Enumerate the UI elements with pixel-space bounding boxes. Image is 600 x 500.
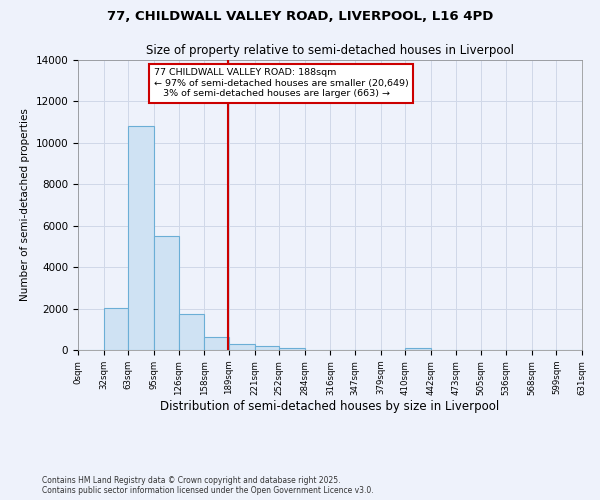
Text: 77 CHILDWALL VALLEY ROAD: 188sqm
← 97% of semi-detached houses are smaller (20,6: 77 CHILDWALL VALLEY ROAD: 188sqm ← 97% o… [154,68,409,98]
Bar [128,126,154,350]
X-axis label: Distribution of semi-detached houses by size in Liverpool: Distribution of semi-detached houses by … [160,400,500,413]
Bar [279,348,305,350]
Y-axis label: Number of semi-detached properties: Number of semi-detached properties [20,108,30,302]
Bar [154,236,179,350]
Text: Contains HM Land Registry data © Crown copyright and database right 2025.
Contai: Contains HM Land Registry data © Crown c… [42,476,374,495]
Bar [179,314,204,350]
Bar [406,348,431,350]
Bar [104,308,128,350]
Bar [204,336,229,350]
Bar [229,344,254,350]
Title: Size of property relative to semi-detached houses in Liverpool: Size of property relative to semi-detach… [146,44,514,58]
Bar [254,346,279,350]
Text: 77, CHILDWALL VALLEY ROAD, LIVERPOOL, L16 4PD: 77, CHILDWALL VALLEY ROAD, LIVERPOOL, L1… [107,10,493,23]
